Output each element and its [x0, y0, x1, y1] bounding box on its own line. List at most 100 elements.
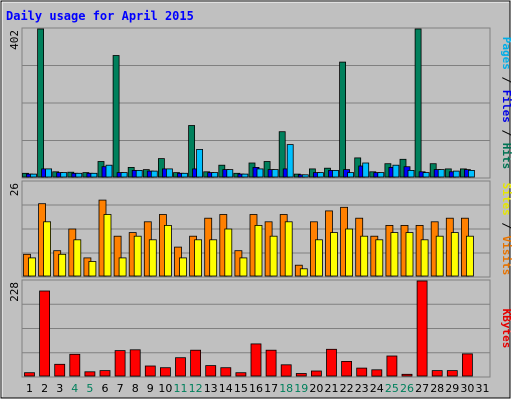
bar-kbytes-day-23 [356, 367, 368, 377]
bar-kbytes-day-3 [54, 363, 66, 377]
x-tick-label-day-22: 22 [340, 382, 354, 395]
bar-hits-day-22 [339, 61, 347, 178]
bar-kbytes-day-8 [129, 349, 141, 377]
x-tick-label-day-28: 28 [430, 382, 444, 395]
bar-sites-day-20 [314, 239, 323, 277]
bar-pages-day-18 [286, 144, 294, 178]
bar-kbytes-day-13 [205, 365, 217, 377]
legend-files: Files [500, 90, 512, 123]
legend-hits: Hits [500, 143, 512, 170]
bar-kbytes-day-7 [114, 350, 126, 377]
x-tick-label-day-31: 31 [476, 382, 490, 395]
bar-sites-day-27 [420, 239, 429, 277]
bar-kbytes-day-9 [144, 365, 156, 377]
bar-sites-day-5 [88, 261, 97, 277]
legend-sites: Sites [500, 183, 512, 216]
bar-kbytes-day-29 [446, 370, 458, 377]
series-legend: Sites / Visits [500, 183, 512, 276]
bar-kbytes-day-25 [386, 355, 398, 377]
bar-hits-day-7 [112, 55, 120, 178]
bar-pages-day-2 [45, 168, 52, 178]
x-tick-label-day-1: 1 [26, 382, 33, 395]
x-tick-label-day-15: 15 [234, 382, 248, 395]
bar-sites-day-22 [345, 228, 354, 277]
x-tick-label-day-2: 2 [41, 382, 48, 395]
bar-kbytes-day-21 [326, 348, 337, 377]
y-max-label: 228 [8, 282, 21, 302]
bar-sites-day-10 [163, 224, 172, 277]
y-max-label: 402 [8, 30, 21, 50]
bar-kbytes-day-27 [416, 280, 428, 377]
legend-separator: / [500, 70, 512, 90]
bar-pages-day-7 [120, 172, 128, 178]
bar-kbytes-day-1 [24, 372, 35, 377]
bar-pages-day-14 [226, 169, 234, 178]
bar-pages-day-9 [150, 170, 158, 178]
bar-pages-day-11 [181, 172, 188, 178]
bar-pages-day-23 [362, 162, 370, 178]
bar-kbytes-day-22 [341, 360, 353, 377]
x-axis: 1 2 3 4 5 6 7 8 9 10 11 12 13 14 15 16 17 18 19 20 21 22 23 24 2… [26, 382, 490, 395]
bar-sites-day-24 [375, 239, 384, 277]
x-tick-label-day-20: 20 [309, 382, 323, 395]
x-tick-label-day-7: 7 [117, 382, 124, 395]
bar-sites-day-12 [194, 239, 203, 277]
bar-sites-day-9 [148, 239, 157, 277]
kbytes-panel: 228 KBytes [8, 279, 512, 378]
x-tick-label-day-26: 26 [400, 382, 414, 395]
x-tick-label-day-30: 30 [460, 382, 474, 395]
x-tick-label-day-5: 5 [86, 382, 93, 395]
bar-hits-day-27 [414, 28, 422, 178]
series-legend: Pages / Files / Hits [500, 37, 512, 170]
series-legend: KBytes [500, 309, 512, 349]
bar-pages-day-12 [196, 148, 204, 178]
bar-sites-day-6 [103, 214, 112, 277]
bar-kbytes-day-15 [235, 372, 247, 377]
bar-visits-day-7 [113, 235, 122, 277]
bar-kbytes-day-17 [265, 349, 277, 377]
bar-sites-day-7 [118, 257, 127, 277]
bar-sites-day-8 [133, 235, 142, 277]
x-tick-label-day-23: 23 [355, 382, 369, 395]
bar-sites-day-15 [239, 257, 248, 277]
bar-sites-day-21 [330, 232, 338, 277]
x-tick-label-day-27: 27 [415, 382, 429, 395]
bar-sites-day-1 [28, 257, 36, 277]
x-tick-label-day-29: 29 [445, 382, 459, 395]
bar-hits-day-2 [37, 28, 44, 178]
bar-sites-day-11 [179, 257, 187, 277]
x-tick-label-day-18: 18 [279, 382, 293, 395]
bar-pages-day-21 [332, 169, 339, 178]
x-tick-label-day-8: 8 [132, 382, 139, 395]
bar-pages-day-1 [30, 173, 37, 178]
bar-sites-day-29 [450, 232, 459, 277]
bar-kbytes-day-19 [295, 373, 307, 377]
bar-kbytes-day-26 [401, 373, 413, 377]
x-tick-label-day-12: 12 [189, 382, 203, 395]
bar-pages-day-13 [211, 172, 219, 178]
bar-kbytes-day-18 [280, 364, 292, 377]
bar-pages-day-19 [301, 174, 309, 178]
bar-sites-day-2 [43, 221, 51, 277]
bar-hits-day-10 [157, 158, 165, 178]
x-tick-label-day-13: 13 [204, 382, 218, 395]
legend-visits: Visits [500, 236, 512, 276]
bar-pages-day-16 [256, 168, 264, 178]
x-tick-label-day-24: 24 [370, 382, 384, 395]
visits-sites-panel: 26 Sites / Visits [8, 180, 512, 278]
bar-kbytes-day-11 [175, 357, 186, 377]
bar-kbytes-day-10 [159, 367, 171, 377]
bar-pages-day-5 [90, 172, 98, 178]
x-tick-label-day-6: 6 [102, 382, 109, 395]
x-tick-label-day-25: 25 [385, 382, 399, 395]
bar-kbytes-day-30 [461, 353, 473, 377]
x-tick-label-day-14: 14 [219, 382, 233, 395]
legend-pages: Pages [500, 37, 512, 70]
bar-pages-day-20 [316, 172, 324, 178]
bar-pages-day-28 [437, 169, 445, 178]
bar-kbytes-day-5 [84, 371, 96, 377]
legend-separator: / [500, 216, 512, 236]
y-max-label: 26 [8, 183, 21, 196]
bar-sites-day-14 [224, 228, 233, 277]
